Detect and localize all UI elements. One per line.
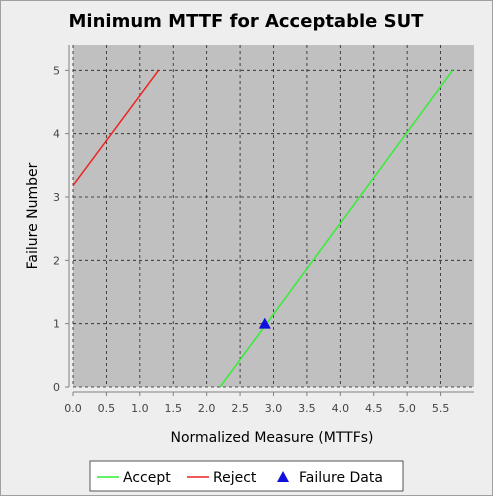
x-tick-label: 1.0 xyxy=(131,402,149,415)
y-axis-ticks: 0 1 2 3 4 5 xyxy=(53,64,69,394)
grid xyxy=(72,45,474,388)
x-tick-label: 0.5 xyxy=(98,402,116,415)
y-tick-label: 4 xyxy=(53,128,60,141)
x-tick-label: 5.0 xyxy=(398,402,416,415)
x-axis-ticks: 0.0 0.5 1.0 1.5 2.0 2.5 3.0 3.5 4.0 4.5 5.0 5.5 xyxy=(64,392,449,415)
chart-title: Minimum MTTF for Acceptable SUT xyxy=(69,11,425,32)
y-tick-label: 5 xyxy=(53,64,60,77)
x-tick-label: 3.0 xyxy=(265,402,283,415)
x-tick-label: 0.0 xyxy=(64,402,82,415)
x-tick-label: 2.0 xyxy=(198,402,216,415)
y-tick-label: 1 xyxy=(53,318,60,331)
x-tick-label: 4.0 xyxy=(332,402,350,415)
x-tick-label: 3.5 xyxy=(298,402,316,415)
x-tick-label: 4.5 xyxy=(365,402,383,415)
y-tick-label: 2 xyxy=(53,254,60,267)
x-tick-label: 2.5 xyxy=(231,402,249,415)
failure-data-marker xyxy=(258,317,271,329)
legend-failure-data-marker xyxy=(277,471,289,482)
legend-reject-label: Reject xyxy=(213,470,257,486)
legend-accept-label: Accept xyxy=(123,470,171,486)
series-layer xyxy=(72,69,454,388)
x-axis-label: Normalized Measure (MTTFs) xyxy=(171,430,374,446)
legend: Accept Reject Failure Data xyxy=(89,460,404,492)
y-axis-label: Failure Number xyxy=(25,162,41,269)
y-tick-label: 3 xyxy=(53,191,60,204)
accept-line xyxy=(219,69,454,388)
legend-box xyxy=(89,460,404,492)
reject-line xyxy=(72,69,160,187)
x-tick-label: 1.5 xyxy=(165,402,183,415)
x-tick-label: 5.5 xyxy=(432,402,450,415)
y-tick-label: 0 xyxy=(53,381,60,394)
legend-failure-data-label: Failure Data xyxy=(299,470,383,486)
